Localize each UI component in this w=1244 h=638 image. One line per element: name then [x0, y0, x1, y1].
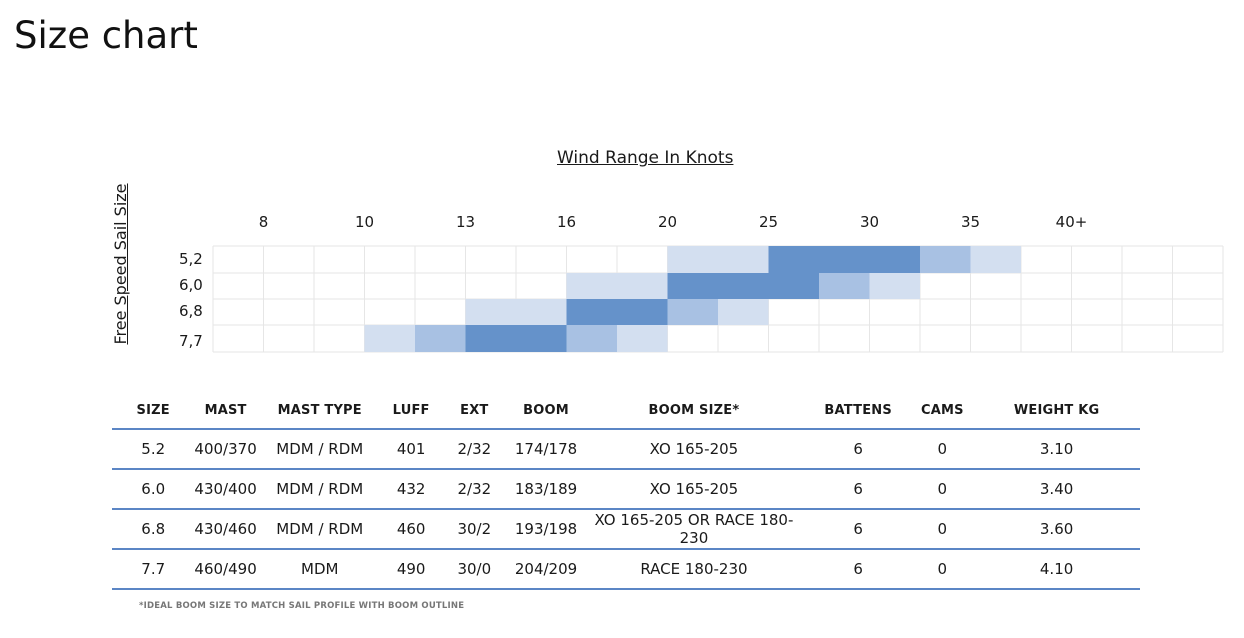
table-cell: 430/460 [194, 509, 257, 550]
table-cell: 0 [911, 429, 974, 470]
x-tick-label: 25 [759, 213, 778, 231]
column-header: SIZE [112, 392, 195, 430]
column-header: BOOM [509, 392, 583, 430]
table-row: 6.0 430/400 MDM / RDM 432 2/32 183/189 XO 165-… [112, 469, 1140, 510]
table-cell: 490 [382, 549, 440, 590]
column-header: BOOM SIZE* [582, 392, 805, 430]
heatmap-cell [718, 246, 769, 273]
table-cell: 6.0 [112, 469, 195, 510]
table-cell: 6 [804, 549, 912, 590]
table-cell: XO 165-205 [582, 469, 805, 510]
heatmap-cell [566, 325, 617, 352]
table-cell: 460 [382, 509, 440, 550]
heatmap-cell [415, 325, 466, 352]
heatmap-cell [869, 273, 920, 299]
table-cell: 6.8 [112, 509, 195, 550]
table-cell: XO 165-205 [582, 429, 805, 470]
table-row: 6.8 430/460 MDM / RDM 460 30/2 193/198 XO 165-… [112, 509, 1140, 550]
column-header: BATTENS [804, 392, 912, 430]
table-cell: 5.2 [112, 429, 195, 470]
table-cell: 3.60 [973, 509, 1140, 550]
page-title: Size chart [14, 14, 198, 57]
heatmap-cell [667, 299, 718, 325]
column-header: LUFF [382, 392, 440, 430]
x-tick-label: 13 [456, 213, 475, 231]
column-header: EXT [439, 392, 510, 430]
heatmap-cell [566, 299, 617, 325]
x-tick-label: 10 [355, 213, 374, 231]
table-cell: 0 [911, 549, 974, 590]
table-cell: 7.7 [112, 549, 195, 590]
x-tick-label: 30 [860, 213, 879, 231]
heatmap-cell [667, 273, 718, 299]
heatmap-cell [718, 273, 769, 299]
heatmap-cell [667, 246, 718, 273]
heatmap-cell [364, 325, 415, 352]
table-cell: 0 [911, 509, 974, 550]
table-cell: 3.10 [973, 429, 1140, 470]
footnote: *IDEAL BOOM SIZE TO MATCH SAIL PROFILE W… [139, 601, 465, 611]
heatmap-cell [869, 246, 920, 273]
table-cell: 30/2 [439, 509, 510, 550]
column-header: WEIGHT KG [973, 392, 1140, 430]
table-cell: 432 [382, 469, 440, 510]
heatmap-cell [718, 299, 769, 325]
x-tick-label: 8 [259, 213, 269, 231]
heatmap-cell [819, 273, 870, 299]
table-row: 7.7 460/490 MDM 490 30/0 204/209 RACE 180-230 6… [112, 549, 1140, 590]
table-cell: XO 165-205 OR RACE 180-230 [582, 509, 805, 550]
row-label: 6,0 [179, 276, 203, 294]
table-row: 5.2 400/370 MDM / RDM 401 2/32 174/178 XO 165-… [112, 429, 1140, 470]
heatmap-cell [566, 273, 617, 299]
chart-title: Wind Range In Knots [557, 148, 734, 168]
table-cell: 2/32 [439, 469, 510, 510]
table-header-row: SIZE MAST MAST TYPE LUFF EXT BOOM BOOM SIZE* BA… [112, 392, 1140, 430]
table-cell: 460/490 [194, 549, 257, 590]
x-tick-label: 40+ [1056, 213, 1088, 231]
table-cell: 6 [804, 509, 912, 550]
heatmap-cell [768, 273, 819, 299]
table-cell: 174/178 [509, 429, 583, 470]
table-cell: 6 [804, 469, 912, 510]
x-tick-label: 16 [557, 213, 576, 231]
table-cell: MDM / RDM [256, 429, 383, 470]
heatmap-cell [516, 325, 567, 352]
column-header: CAMS [911, 392, 974, 430]
row-label: 7,7 [179, 332, 203, 350]
heatmap-cell [516, 299, 567, 325]
row-label: 5,2 [179, 250, 203, 268]
x-tick-label: 20 [658, 213, 677, 231]
column-header: MAST [194, 392, 257, 430]
table-cell: 400/370 [194, 429, 257, 470]
table-cell: 204/209 [509, 549, 583, 590]
heatmap-cell [465, 299, 516, 325]
size-spec-table: SIZE MAST MAST TYPE LUFF EXT BOOM BOOM SIZE* BA… [112, 392, 1140, 590]
heatmap-cell [617, 299, 668, 325]
row-label: 6,8 [179, 302, 203, 320]
heatmap-cell [920, 246, 971, 273]
heatmap-cell [970, 246, 1021, 273]
table-cell: 4.10 [973, 549, 1140, 590]
table-cell: MDM [256, 549, 383, 590]
x-tick-label: 35 [961, 213, 980, 231]
table-cell: MDM / RDM [256, 469, 383, 510]
table-cell: 193/198 [509, 509, 583, 550]
table-cell: 30/0 [439, 549, 510, 590]
table-cell: 3.40 [973, 469, 1140, 510]
table-cell: 401 [382, 429, 440, 470]
table-cell: 2/32 [439, 429, 510, 470]
table-cell: MDM / RDM [256, 509, 383, 550]
table-cell: 183/189 [509, 469, 583, 510]
heatmap-cell [617, 325, 668, 352]
heatmap-cell [465, 325, 516, 352]
heatmap-cell [768, 246, 819, 273]
table-cell: 6 [804, 429, 912, 470]
table-cell: 430/400 [194, 469, 257, 510]
wind-range-heatmap: 8 10 13 16 20 25 30 35 40+ 5,2 6,0 6,8 7,7 [179, 213, 1224, 353]
table-cell: RACE 180-230 [582, 549, 805, 590]
table-cell: 0 [911, 469, 974, 510]
heatmap-cell [819, 246, 870, 273]
column-header: MAST TYPE [256, 392, 383, 430]
heatmap-cell [617, 273, 668, 299]
